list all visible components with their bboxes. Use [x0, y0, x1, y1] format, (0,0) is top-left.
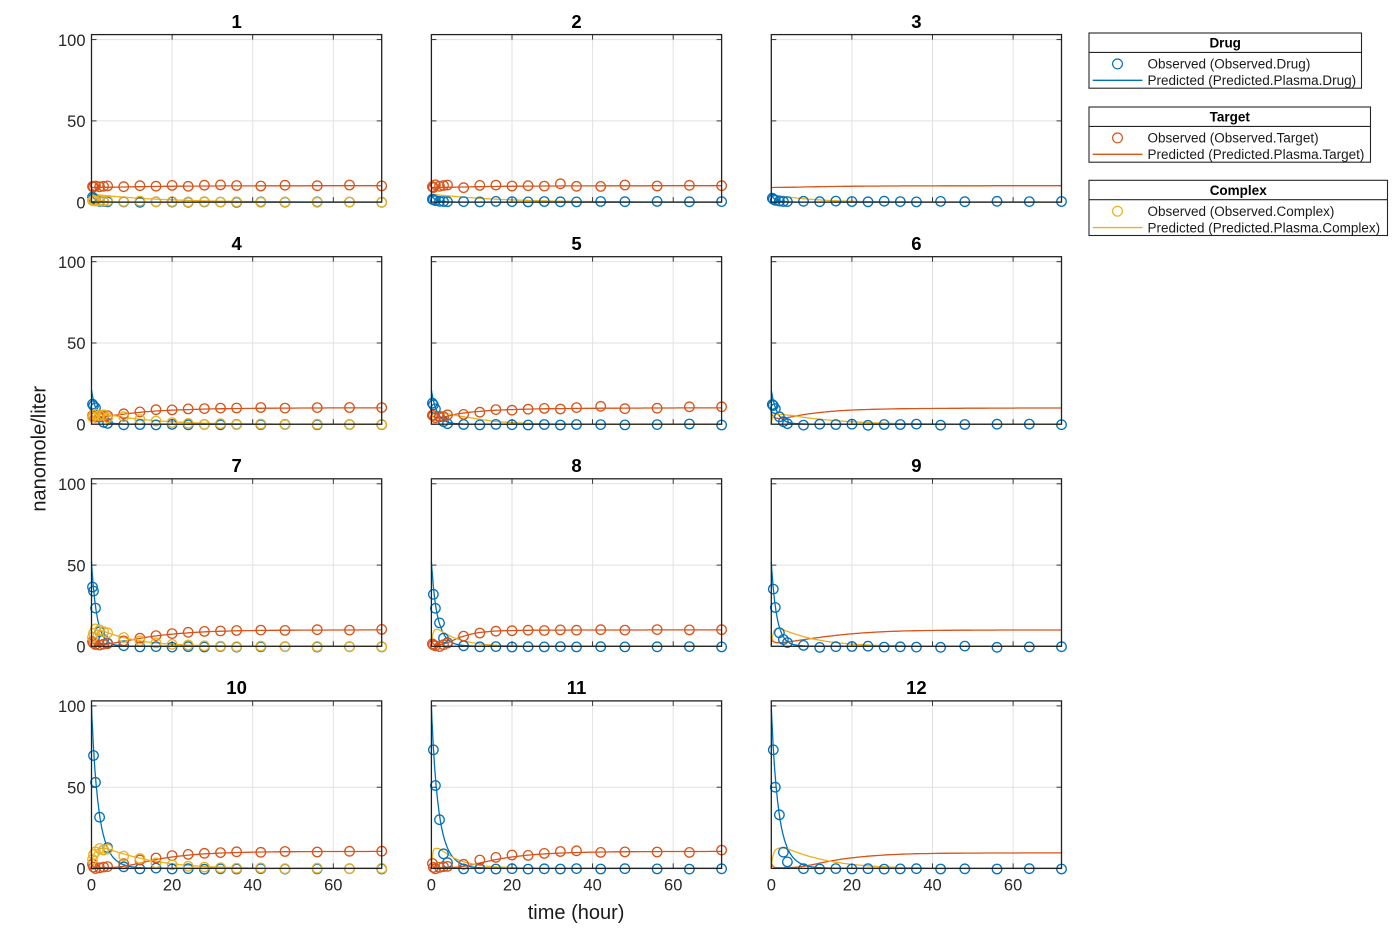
svg-text:3: 3 [911, 11, 921, 32]
svg-text:40: 40 [583, 877, 601, 895]
svg-text:100: 100 [58, 254, 86, 272]
svg-text:50: 50 [67, 557, 85, 575]
svg-text:0: 0 [76, 861, 85, 879]
svg-text:2: 2 [571, 11, 581, 32]
svg-text:0: 0 [767, 877, 776, 895]
svg-text:10: 10 [226, 677, 247, 698]
svg-text:8: 8 [571, 455, 581, 476]
svg-text:time (hour): time (hour) [528, 902, 625, 924]
svg-text:Target: Target [1210, 110, 1251, 125]
svg-text:20: 20 [163, 877, 181, 895]
svg-text:20: 20 [843, 877, 861, 895]
svg-text:50: 50 [67, 335, 85, 353]
svg-text:Observed (Observed.Complex): Observed (Observed.Complex) [1148, 204, 1335, 219]
svg-text:60: 60 [324, 877, 342, 895]
svg-text:40: 40 [923, 877, 941, 895]
svg-text:Predicted (Predicted.Plasma.Dr: Predicted (Predicted.Plasma.Drug) [1148, 73, 1357, 88]
svg-text:Predicted (Predicted.Plasma.Co: Predicted (Predicted.Plasma.Complex) [1148, 220, 1381, 235]
svg-text:5: 5 [571, 233, 581, 254]
svg-text:0: 0 [76, 416, 85, 434]
svg-text:100: 100 [58, 476, 86, 494]
svg-text:0: 0 [427, 877, 436, 895]
svg-text:100: 100 [58, 698, 86, 716]
svg-text:7: 7 [231, 455, 241, 476]
svg-text:Predicted (Predicted.Plasma.Ta: Predicted (Predicted.Plasma.Target) [1148, 147, 1365, 162]
svg-text:50: 50 [67, 113, 85, 131]
svg-text:12: 12 [906, 677, 927, 698]
svg-text:60: 60 [1004, 877, 1022, 895]
svg-text:6: 6 [911, 233, 921, 254]
svg-text:4: 4 [231, 233, 242, 254]
svg-text:0: 0 [76, 194, 85, 212]
svg-text:20: 20 [503, 877, 521, 895]
svg-text:0: 0 [87, 877, 96, 895]
svg-text:Observed (Observed.Drug): Observed (Observed.Drug) [1148, 57, 1311, 72]
svg-text:Complex: Complex [1210, 183, 1268, 198]
svg-text:40: 40 [244, 877, 262, 895]
svg-text:1: 1 [231, 11, 241, 32]
svg-text:50: 50 [67, 779, 85, 797]
svg-text:100: 100 [58, 32, 86, 50]
svg-text:9: 9 [911, 455, 921, 476]
svg-text:nanomole/liter: nanomole/liter [28, 386, 50, 512]
svg-text:Observed (Observed.Target): Observed (Observed.Target) [1148, 131, 1319, 146]
svg-text:11: 11 [567, 677, 587, 698]
svg-text:Drug: Drug [1209, 36, 1241, 51]
svg-text:60: 60 [664, 877, 682, 895]
svg-text:0: 0 [76, 639, 85, 657]
